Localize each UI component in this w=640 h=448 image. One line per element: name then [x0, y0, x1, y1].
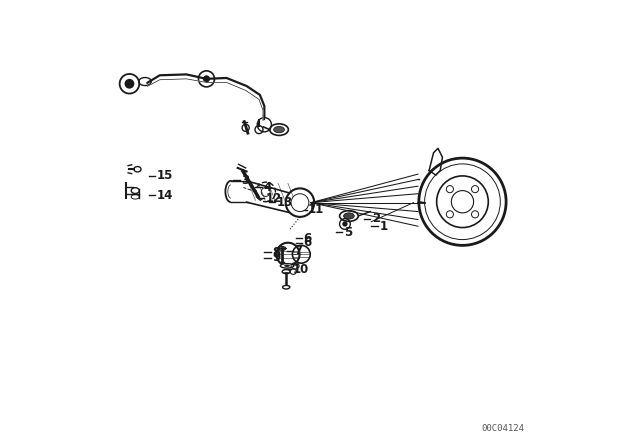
- Text: 12: 12: [266, 192, 282, 205]
- Ellipse shape: [274, 126, 284, 133]
- Ellipse shape: [284, 265, 290, 267]
- Text: 10: 10: [292, 263, 308, 276]
- Ellipse shape: [282, 270, 290, 274]
- Text: 6: 6: [303, 232, 312, 245]
- Text: 14: 14: [157, 189, 173, 202]
- Ellipse shape: [280, 263, 294, 268]
- Text: 15: 15: [157, 169, 173, 182]
- Circle shape: [291, 194, 309, 211]
- Text: 2: 2: [372, 212, 380, 225]
- Text: 5: 5: [344, 225, 352, 238]
- Text: 4: 4: [264, 181, 272, 194]
- Text: 13: 13: [277, 196, 293, 209]
- Circle shape: [125, 79, 134, 89]
- Text: 3: 3: [241, 174, 250, 187]
- Ellipse shape: [283, 285, 290, 289]
- Circle shape: [342, 221, 348, 227]
- Text: 8: 8: [273, 246, 280, 258]
- Text: 1: 1: [380, 220, 387, 233]
- Ellipse shape: [344, 213, 355, 219]
- Text: 11: 11: [308, 203, 324, 216]
- Ellipse shape: [278, 247, 285, 250]
- Circle shape: [203, 75, 210, 82]
- Text: 6: 6: [303, 236, 312, 249]
- Text: 00C04124: 00C04124: [482, 424, 525, 433]
- Text: 7: 7: [294, 244, 303, 257]
- Ellipse shape: [228, 185, 234, 198]
- Text: 9: 9: [273, 251, 280, 264]
